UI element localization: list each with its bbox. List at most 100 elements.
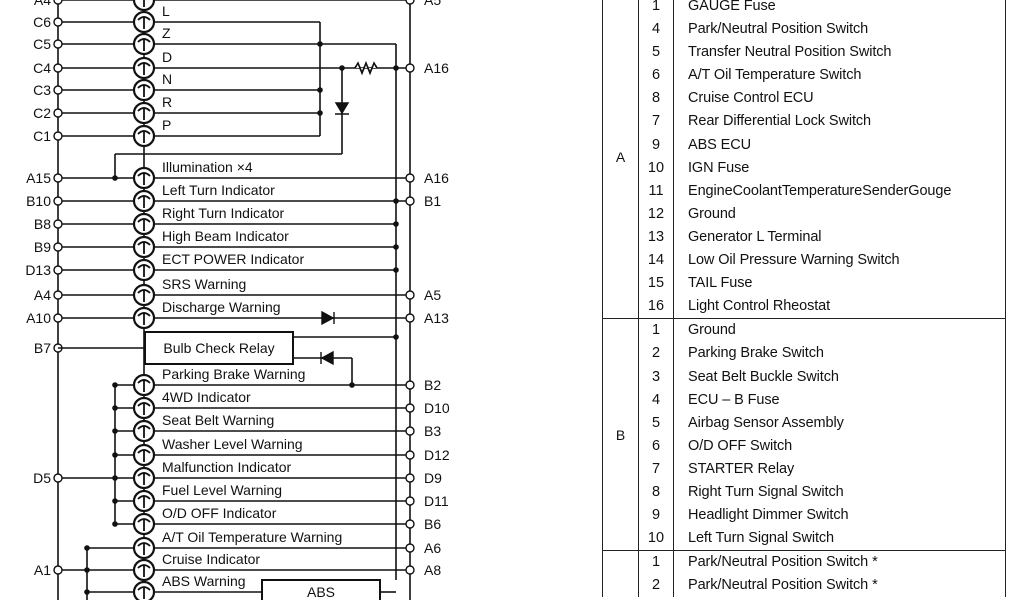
- terminal-label-left: B10: [26, 193, 51, 209]
- pin-row: 8 Cruise Control ECU: [639, 87, 1005, 111]
- bulb-filament: [137, 379, 151, 392]
- pin-name: ABS ECU: [688, 136, 751, 153]
- connector-group-label: [603, 551, 639, 598]
- pin-number: 8: [639, 480, 674, 505]
- bulb-icon: [132, 166, 156, 190]
- lamp-label: L: [162, 3, 170, 19]
- lamp-label: ECT POWER Indicator: [162, 251, 304, 267]
- pin-number: 2: [639, 342, 674, 366]
- connector-section: 1 Park/Neutral Position Switch * 2 Park/Neu…: [603, 551, 1005, 598]
- junction-dot: [112, 382, 118, 388]
- pin-row: 14 Low Oil Pressure Warning Switch: [639, 249, 1005, 273]
- pin-row: 15 TAIL Fuse: [639, 272, 1005, 296]
- pin-name: GAUGE Fuse: [688, 0, 776, 14]
- pin-name: Ground: [688, 205, 736, 222]
- pin-row: 5 Airbag Sensor Assembly: [639, 411, 1005, 435]
- pin-name: STARTER Relay: [688, 460, 795, 477]
- lamp-label: ABS Warning: [162, 573, 246, 589]
- connector-group-label: B: [603, 319, 639, 551]
- lamp-label: Malfunction Indicator: [162, 459, 292, 475]
- bulb-filament: [137, 62, 151, 75]
- lamp-label: 4WD Indicator: [162, 389, 251, 405]
- junction-dot: [112, 428, 118, 434]
- pin-row: 9 Headlight Dimmer Switch: [639, 504, 1005, 528]
- terminal: [53, 196, 63, 206]
- pin-name: Transfer Neutral Position Switch: [688, 44, 892, 61]
- terminal: [53, 131, 63, 141]
- bulb-filament: [137, 130, 151, 143]
- pin-number: 10: [639, 156, 674, 180]
- bulb-filament: [137, 518, 151, 531]
- lamp-label: A/T Oil Temperature Warning: [162, 529, 342, 545]
- lamp-label: P: [162, 117, 171, 133]
- bulb-icon: [132, 558, 156, 582]
- pin-row: 11 EngineCoolantTemperatureSenderGouge: [639, 179, 1005, 203]
- terminal-label-right: D12: [424, 447, 450, 463]
- junction-dot: [393, 65, 399, 71]
- abs-label: ABS: [307, 584, 335, 600]
- pin-row: 5 Transfer Neutral Position Switch: [639, 41, 1005, 65]
- bulb-icon: [132, 56, 156, 80]
- pin-number: 13: [639, 225, 674, 250]
- terminal-label-right: B3: [424, 423, 441, 439]
- pin-row: 2 Parking Brake Switch: [639, 342, 1005, 366]
- terminal-label-right: D9: [424, 470, 442, 486]
- terminal-label-right: A13: [424, 310, 449, 326]
- terminal: [53, 63, 63, 73]
- junction-dot: [393, 334, 399, 340]
- terminal-label-left: D13: [25, 262, 51, 278]
- terminal: [405, 0, 415, 5]
- junction-dot: [317, 110, 323, 116]
- pin-number: 12: [639, 202, 674, 226]
- terminal: [53, 565, 63, 575]
- pin-name: Seat Belt Buckle Switch: [688, 368, 839, 385]
- terminal-label-right: A16: [424, 60, 449, 76]
- junction-dot: [349, 382, 355, 388]
- terminal: [405, 426, 415, 436]
- pin-name: A/T Oil Temperature Switch: [688, 67, 862, 84]
- lamp-label: Illumination ×4: [162, 159, 253, 175]
- bulb-filament: [137, 472, 151, 485]
- terminal: [53, 0, 63, 5]
- pin-number: 3: [639, 365, 674, 389]
- lamp-label: Right Turn Indicator: [162, 205, 285, 221]
- terminal-label-right: B6: [424, 516, 441, 532]
- lamp-label: Discharge Warning: [162, 299, 281, 315]
- pin-name: Park/Neutral Position Switch *: [688, 554, 878, 571]
- connector-section: A 1 GAUGE Fuse 4 Park/Neutral Position Switc…: [603, 0, 1005, 320]
- pin-name: Right Turn Signal Switch: [688, 483, 844, 500]
- terminal-label-left: A4: [34, 287, 51, 303]
- pin-name: ECU – B Fuse: [688, 391, 780, 408]
- junction-dot: [112, 405, 118, 411]
- pin-number: 9: [639, 133, 674, 157]
- junction-dot: [317, 87, 323, 93]
- terminal-label-right: A8: [424, 562, 441, 578]
- terminal: [405, 519, 415, 529]
- junction-dot: [112, 521, 118, 527]
- lamp-label: Z: [162, 25, 171, 41]
- pin-row: 4 ECU – B Fuse: [639, 388, 1005, 412]
- pin-row: 10 IGN Fuse: [639, 156, 1005, 180]
- pin-name: TAIL Fuse: [688, 275, 753, 292]
- lamp-label: SRS Warning: [162, 276, 246, 292]
- bulb-filament: [137, 564, 151, 577]
- pin-row: 7 Rear Differential Lock Switch: [639, 110, 1005, 134]
- terminal: [405, 63, 415, 73]
- bulb-icon: [132, 124, 156, 148]
- terminal: [405, 173, 415, 183]
- bulb-filament: [137, 16, 151, 29]
- bulb-filament: [137, 264, 151, 277]
- pin-number: 7: [639, 110, 674, 134]
- pin-name: Airbag Sensor Assembly: [688, 414, 844, 431]
- terminal: [405, 496, 415, 506]
- terminal-label-left: A1: [34, 562, 51, 578]
- connector-group-label: A: [603, 0, 639, 319]
- terminal-label-right: B2: [424, 377, 441, 393]
- pin-number: 14: [639, 249, 674, 273]
- terminal: [405, 380, 415, 390]
- bulb-icon: [132, 10, 156, 34]
- bulb-filament: [143, 0, 145, 7]
- bulb-filament: [137, 38, 151, 51]
- bulb-icon: [132, 101, 156, 125]
- bulb-filament: [137, 312, 151, 325]
